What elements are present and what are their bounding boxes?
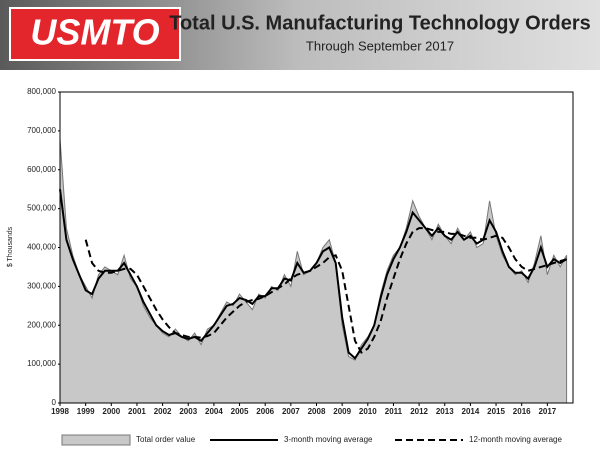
line [84,227,567,354]
x-tick-label: 2004 [205,407,223,416]
x-tick-label: 2017 [538,407,556,416]
x-tick-label: 2013 [436,407,454,416]
y-tick-label: 600,000 [27,165,56,174]
y-tick-label: 100,000 [27,359,56,368]
x-tick-label: 2007 [282,407,300,416]
area [59,138,568,404]
y-tick-label: 700,000 [27,126,56,135]
y-tick-label: 300,000 [27,281,56,290]
x-tick-label: 2014 [462,407,480,416]
x-tick-label: 2006 [256,407,274,416]
x-tick-label: 2005 [231,407,249,416]
y-tick-label: 500,000 [27,204,56,213]
y-tick-label: 400,000 [27,243,56,252]
legend-swatch [61,434,131,446]
y-axis-label: $ Thousands [7,226,14,267]
x-tick-label: 1998 [51,407,69,416]
x-tick-label: 2008 [308,407,326,416]
logo-box [9,7,181,61]
legend-label: 12-month moving average [469,435,562,444]
x-tick-label: 2001 [128,407,146,416]
x-tick-label: 2015 [487,407,505,416]
chart-title: Total U.S. Manufacturing Technology Orde… [169,12,591,34]
x-tick-label: 2000 [102,407,120,416]
y-tick-label: 200,000 [27,320,56,329]
x-tick-label: 2002 [154,407,172,416]
y-tick-label: 800,000 [27,87,56,96]
x-tick-label: 2016 [513,407,531,416]
legend-label: 3-month moving average [284,435,373,444]
y-tick-label: 0 [52,398,57,407]
x-tick-label: 2009 [333,407,351,416]
x-tick-label: 1999 [77,407,95,416]
x-tick-label: 2011 [385,407,403,416]
legend-label: Total order value [136,435,196,444]
chart-subtitle: Through September 2017 [306,38,454,53]
x-tick-label: 2012 [410,407,428,416]
plot-border [59,91,574,404]
x-tick-label: 2010 [359,407,377,416]
x-tick-label: 2003 [179,407,197,416]
logo: USMTO [30,12,159,53]
